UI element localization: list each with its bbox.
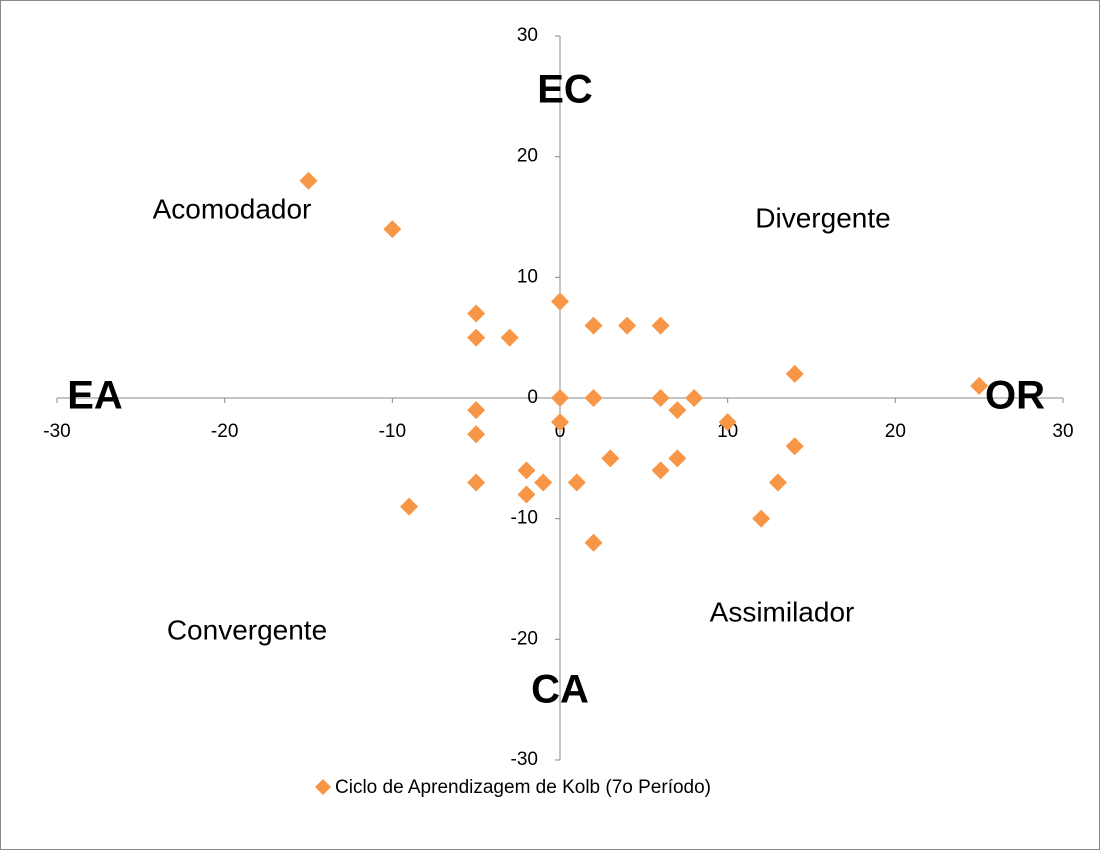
x-tick-label: -20 (211, 421, 238, 442)
point (651, 316, 670, 335)
x-tick-label: -30 (43, 421, 70, 442)
point (467, 425, 486, 444)
point (400, 497, 419, 516)
point (584, 533, 603, 552)
y-tick-label: -30 (511, 749, 538, 770)
point (534, 473, 553, 492)
point (517, 485, 536, 504)
y-tick-label: -20 (511, 628, 538, 649)
point (752, 509, 771, 528)
x-tick-label: -10 (379, 421, 406, 442)
annotation: Convergente (167, 614, 327, 645)
point (718, 413, 737, 432)
legend-label: Ciclo de Aprendizagem de Kolb (7o Períod… (335, 777, 711, 798)
point (383, 220, 402, 239)
annotation: EA (67, 374, 123, 418)
point (500, 328, 519, 347)
point (584, 389, 603, 407)
annotation: EC (537, 68, 593, 112)
x-tick-label: 30 (1052, 421, 1073, 442)
legend-marker (315, 779, 331, 795)
point (768, 473, 787, 492)
point (651, 389, 670, 407)
point (467, 304, 486, 323)
y-tick-label: 30 (517, 25, 538, 46)
annotation: Assimilador (710, 596, 855, 627)
point (685, 389, 704, 407)
point (618, 316, 637, 335)
point (551, 389, 569, 407)
point (467, 328, 486, 347)
point (601, 449, 620, 468)
point (567, 473, 586, 492)
point (467, 401, 486, 420)
x-tick-label: 10 (717, 421, 738, 442)
point (668, 449, 687, 468)
annotation: OR (985, 374, 1045, 418)
point (517, 461, 536, 480)
x-tick-label: 20 (885, 421, 906, 442)
point (785, 364, 804, 383)
annotation: Divergente (755, 202, 890, 233)
annotation: CA (531, 668, 589, 712)
y-tick-label: 20 (517, 146, 538, 167)
point (668, 401, 687, 420)
annotation: Acomodador (153, 193, 312, 224)
point (299, 171, 318, 190)
y-tick-label: 0 (527, 387, 538, 408)
point (551, 413, 569, 432)
point (970, 376, 989, 395)
x-tick-label: 0 (555, 421, 566, 442)
point (651, 461, 670, 480)
y-tick-label: 10 (517, 266, 538, 287)
point (785, 437, 804, 456)
point (551, 292, 569, 311)
point (584, 316, 603, 335)
point (467, 473, 486, 492)
y-tick-label: -10 (511, 508, 538, 529)
